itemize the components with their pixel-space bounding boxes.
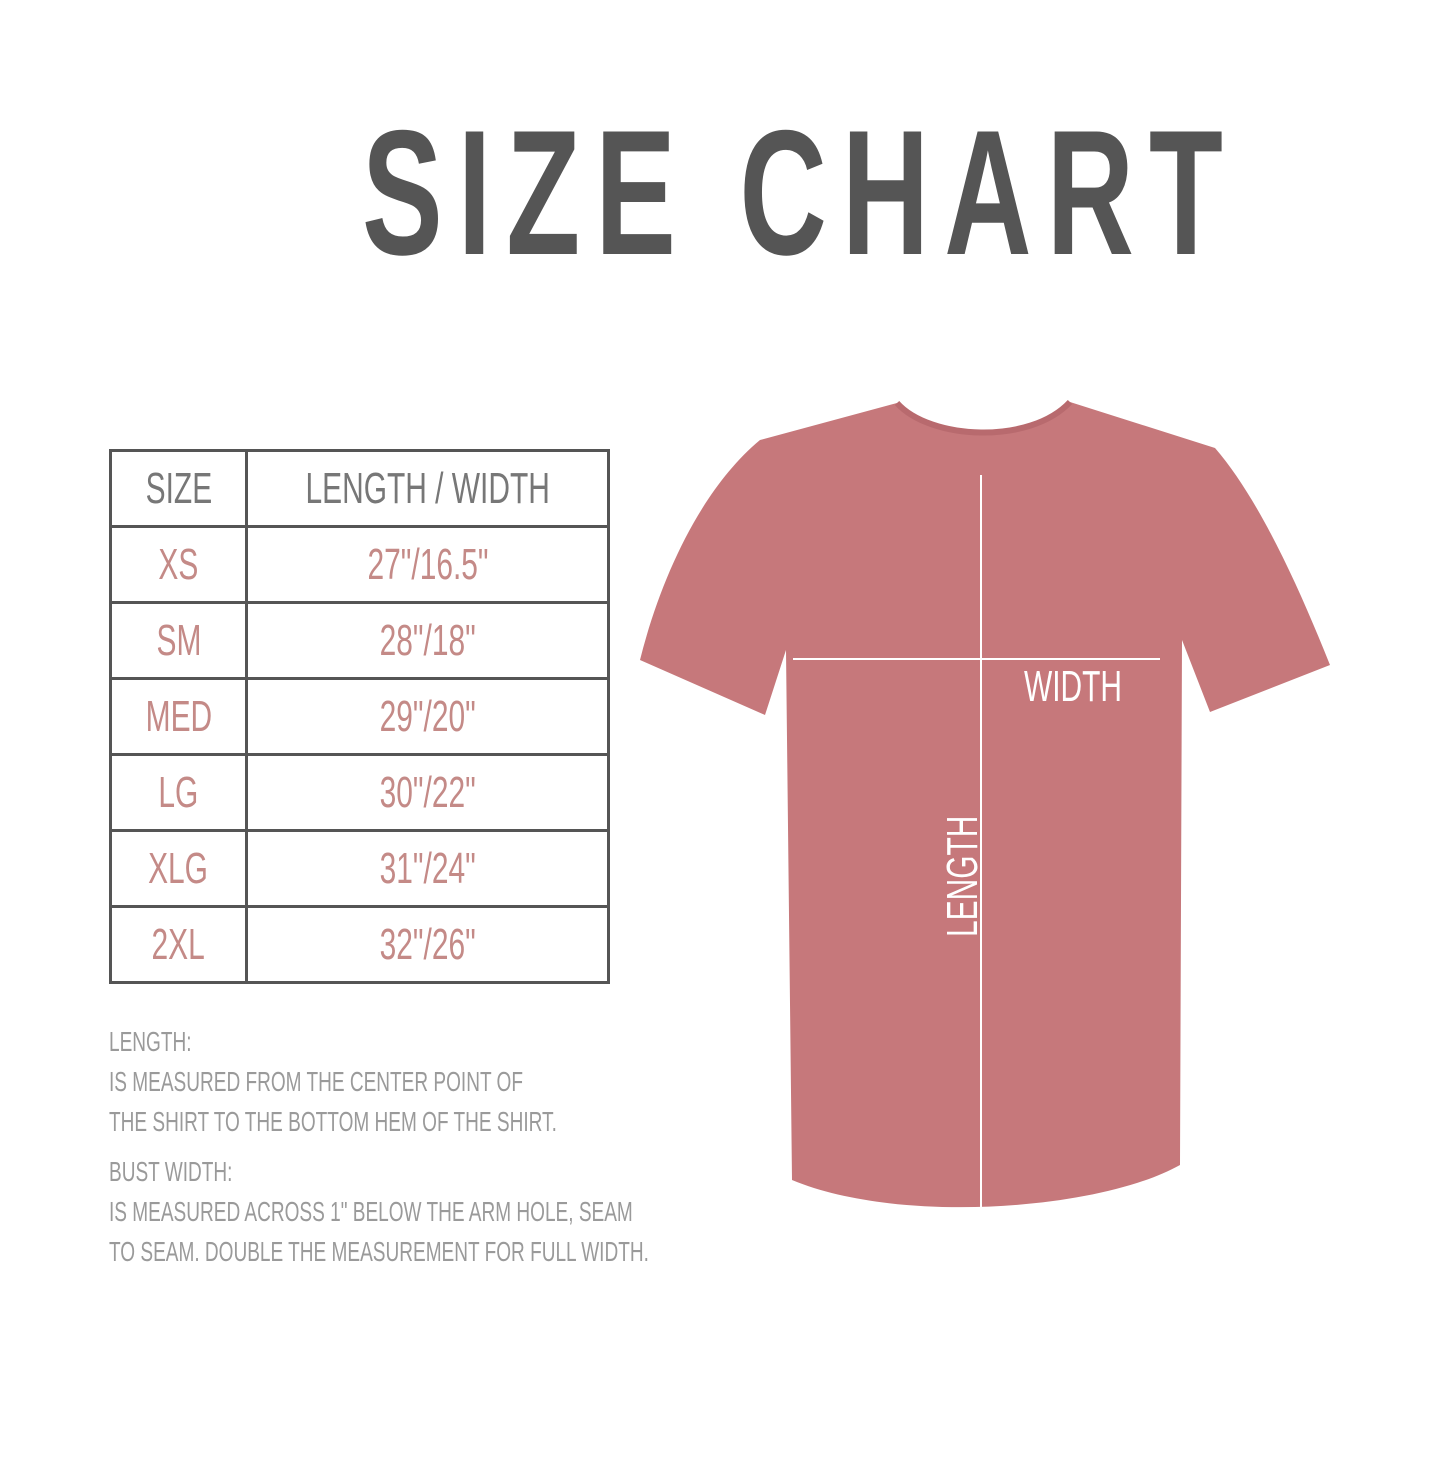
measure-cell: 30"/22" (244, 753, 611, 832)
size-cell: SM (109, 601, 248, 680)
width-line-2: TO SEAM. DOUBLE THE MEASUREMENT FOR FULL… (109, 1236, 649, 1267)
length-label: LENGTH (938, 815, 987, 937)
table-row: 2XL 32"/26" (109, 905, 611, 984)
measure-text: 31"/24" (379, 843, 476, 893)
header-size: SIZE (109, 449, 248, 528)
size-text: XS (158, 539, 199, 589)
measurement-notes: LENGTH: IS MEASURED FROM THE CENTER POIN… (109, 1022, 903, 1272)
size-text: MED (145, 691, 212, 741)
page-title-text: SIZE CHART (362, 93, 1238, 292)
length-line-1: IS MEASURED FROM THE CENTER POINT OF (109, 1066, 523, 1097)
measure-text: 28"/18" (379, 615, 476, 665)
width-heading: BUST WIDTH: (109, 1156, 233, 1187)
measure-cell: 32"/26" (244, 905, 611, 984)
header-measure: LENGTH / WIDTH (244, 449, 611, 528)
measure-cell: 28"/18" (244, 601, 611, 680)
measure-cell: 29"/20" (244, 677, 611, 756)
length-line-2: THE SHIRT TO THE BOTTOM HEM OF THE SHIRT… (109, 1106, 557, 1137)
size-text: SM (156, 615, 201, 665)
measure-text: 29"/20" (379, 691, 476, 741)
width-label: WIDTH (1024, 662, 1123, 711)
table-row: SM 28"/18" (109, 601, 611, 680)
measure-text: 27"/16.5" (367, 539, 489, 589)
measure-cell: 31"/24" (244, 829, 611, 908)
tshirt-shape (640, 402, 1330, 1208)
collar-icon (894, 399, 1073, 436)
measure-text: 30"/22" (379, 767, 476, 817)
measure-text: 32"/26" (379, 919, 476, 969)
size-text: 2XL (151, 919, 206, 969)
size-cell: LG (109, 753, 248, 832)
table-row: XLG 31"/24" (109, 829, 611, 908)
table-row: LG 30"/22" (109, 753, 611, 832)
table-header-row: SIZE LENGTH / WIDTH (109, 449, 611, 528)
size-cell: XLG (109, 829, 248, 908)
size-cell: XS (109, 525, 248, 604)
table-row: XS 27"/16.5" (109, 525, 611, 604)
page-title: SIZE CHART (362, 104, 1223, 282)
size-text: XLG (148, 843, 209, 893)
size-table: SIZE LENGTH / WIDTH XS 27"/16.5" SM 28"/… (109, 449, 611, 984)
length-heading: LENGTH: (109, 1026, 192, 1057)
width-line-1: IS MEASURED ACROSS 1" BELOW THE ARM HOLE… (109, 1196, 633, 1227)
size-cell: MED (109, 677, 248, 756)
size-cell: 2XL (109, 905, 248, 984)
header-measure-text: LENGTH / WIDTH (305, 463, 550, 513)
table-row: MED 29"/20" (109, 677, 611, 756)
measure-cell: 27"/16.5" (244, 525, 611, 604)
size-text: LG (158, 767, 199, 817)
header-size-text: SIZE (145, 463, 212, 513)
